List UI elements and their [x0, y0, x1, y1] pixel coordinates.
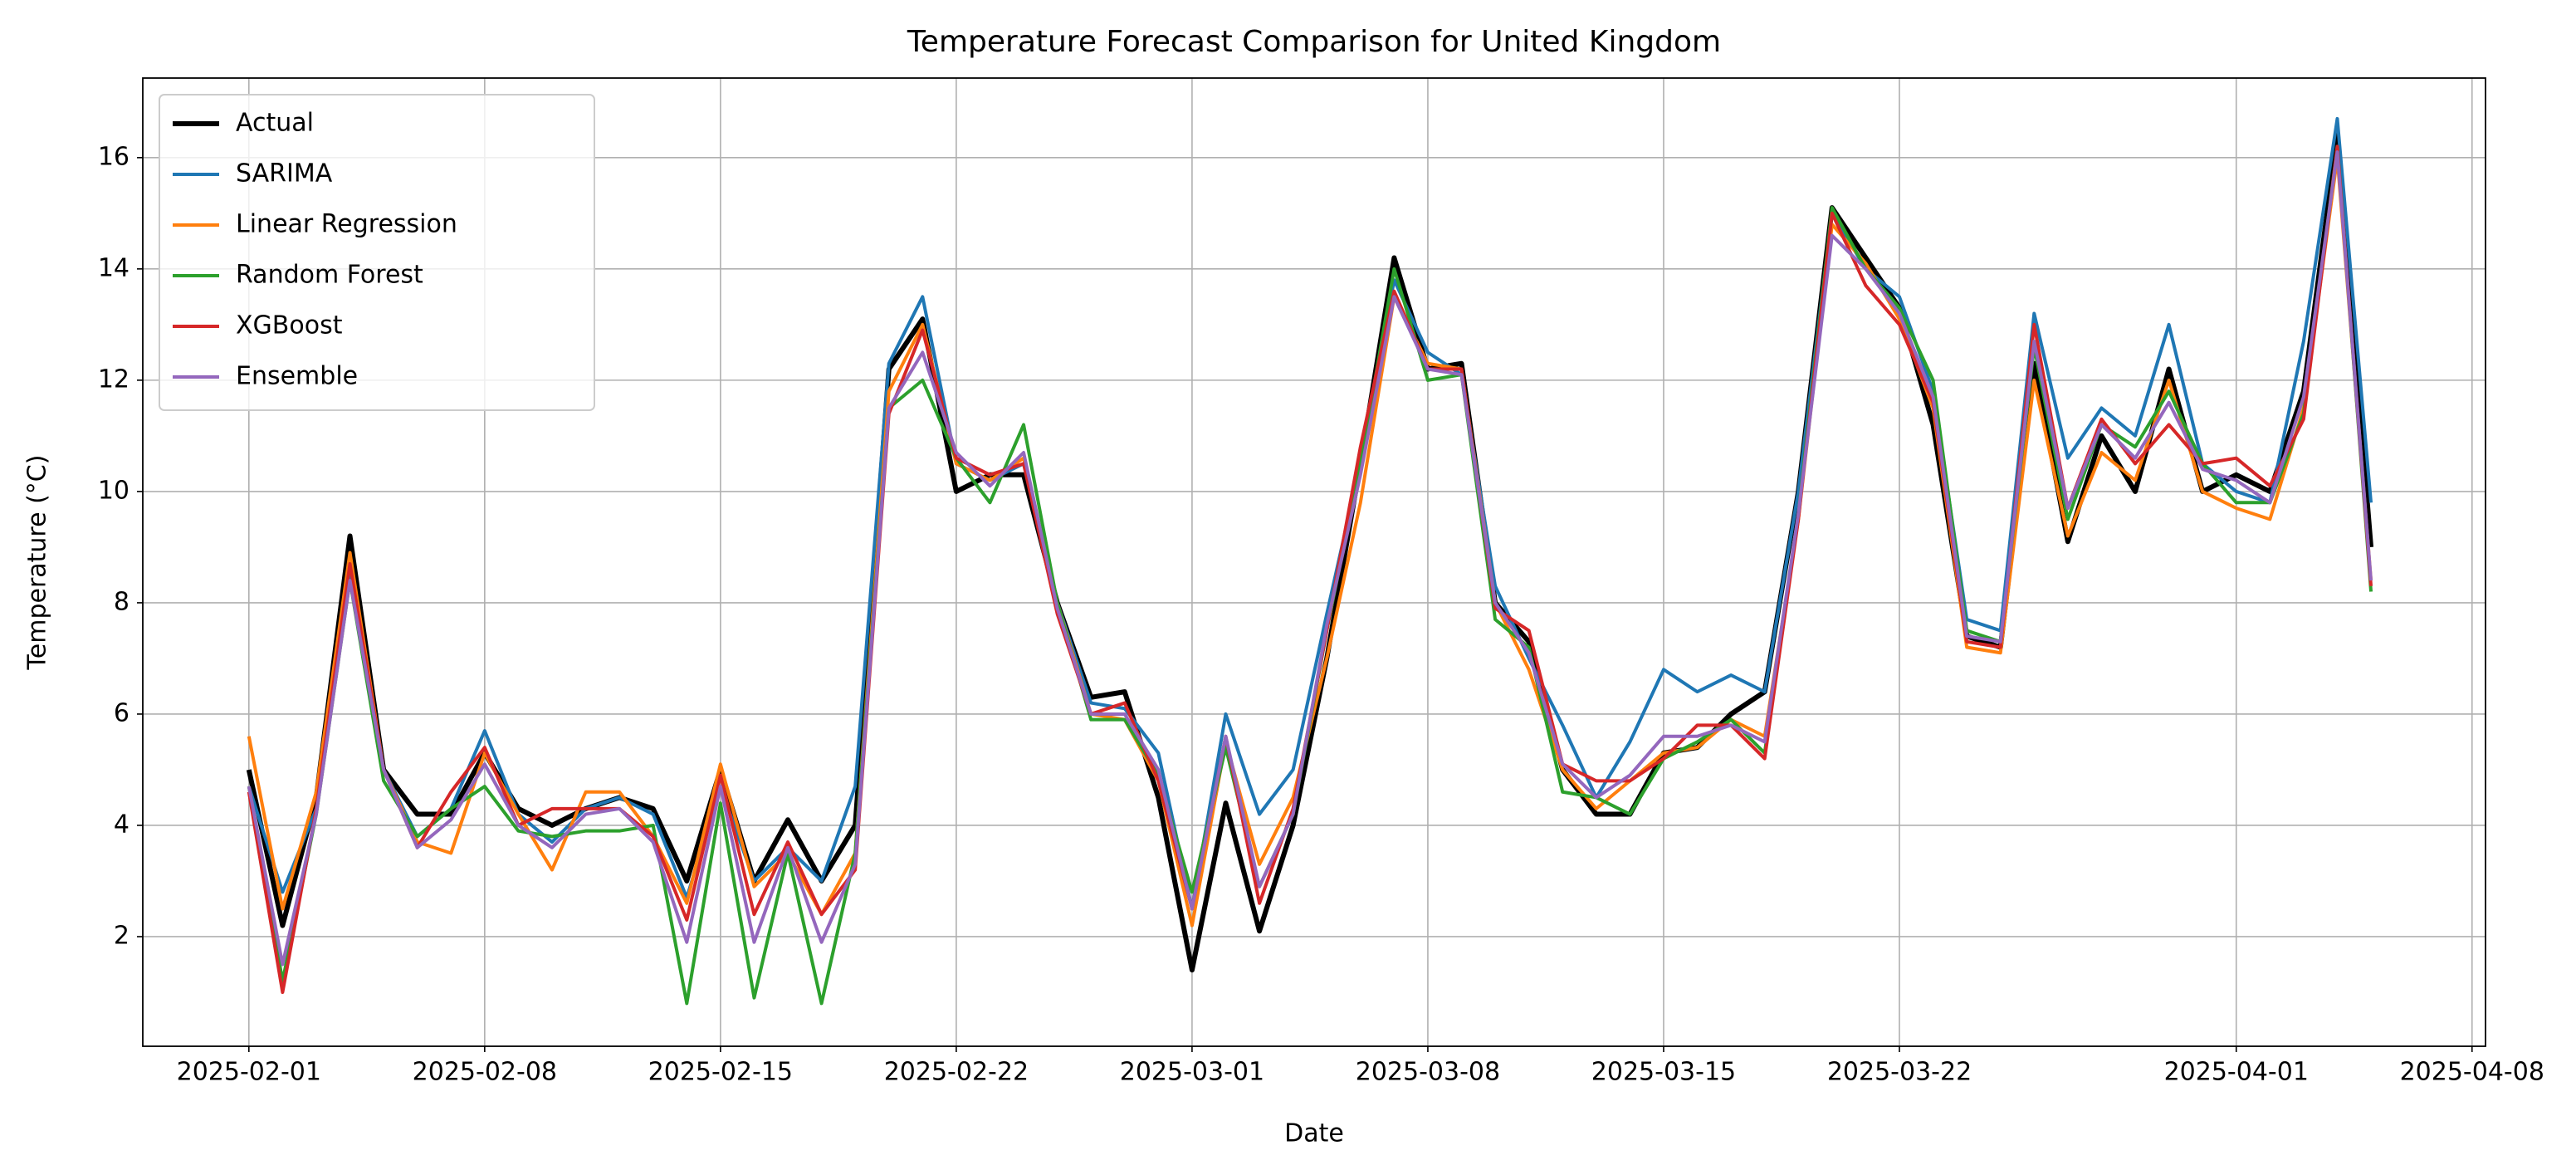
y-tick-label: 10 [98, 476, 130, 505]
chart-title: Temperature Forecast Comparison for Unit… [907, 25, 1721, 59]
y-tick-label: 8 [114, 587, 130, 616]
x-tick-label: 2025-02-01 [177, 1058, 321, 1087]
x-tick-label: 2025-03-08 [1356, 1058, 1500, 1087]
y-tick-label: 4 [114, 810, 130, 839]
x-tick-label: 2025-03-15 [1591, 1058, 1736, 1087]
legend-label: SARIMA [236, 159, 333, 188]
x-tick-label: 2025-04-08 [2400, 1058, 2544, 1087]
legend-label: Linear Regression [236, 210, 457, 239]
plot-frame [142, 77, 2486, 1047]
x-tick-label: 2025-03-22 [1827, 1058, 1972, 1087]
x-tick-label: 2025-02-15 [648, 1058, 793, 1087]
legend-label: Ensemble [236, 362, 358, 391]
series-line [247, 150, 2373, 967]
legend-label: XGBoost [236, 311, 343, 340]
y-tick-label: 16 [98, 142, 130, 171]
y-tick-label: 2 [114, 921, 130, 950]
legend-box [159, 94, 595, 411]
y-tick-label: 12 [98, 365, 130, 394]
x-tick-label: 2025-02-08 [413, 1058, 557, 1087]
x-axis-label: Date [1284, 1119, 1344, 1148]
x-tick-label: 2025-03-01 [1120, 1058, 1264, 1087]
x-tick-label: 2025-02-22 [884, 1058, 1029, 1087]
x-tick-label: 2025-04-01 [2164, 1058, 2309, 1087]
y-tick-label: 14 [98, 253, 130, 282]
legend-label: Actual [236, 109, 314, 138]
legend-label: Random Forest [236, 261, 423, 290]
y-tick-label: 6 [114, 698, 130, 727]
y-axis-label: Temperature (°C) [23, 455, 52, 671]
